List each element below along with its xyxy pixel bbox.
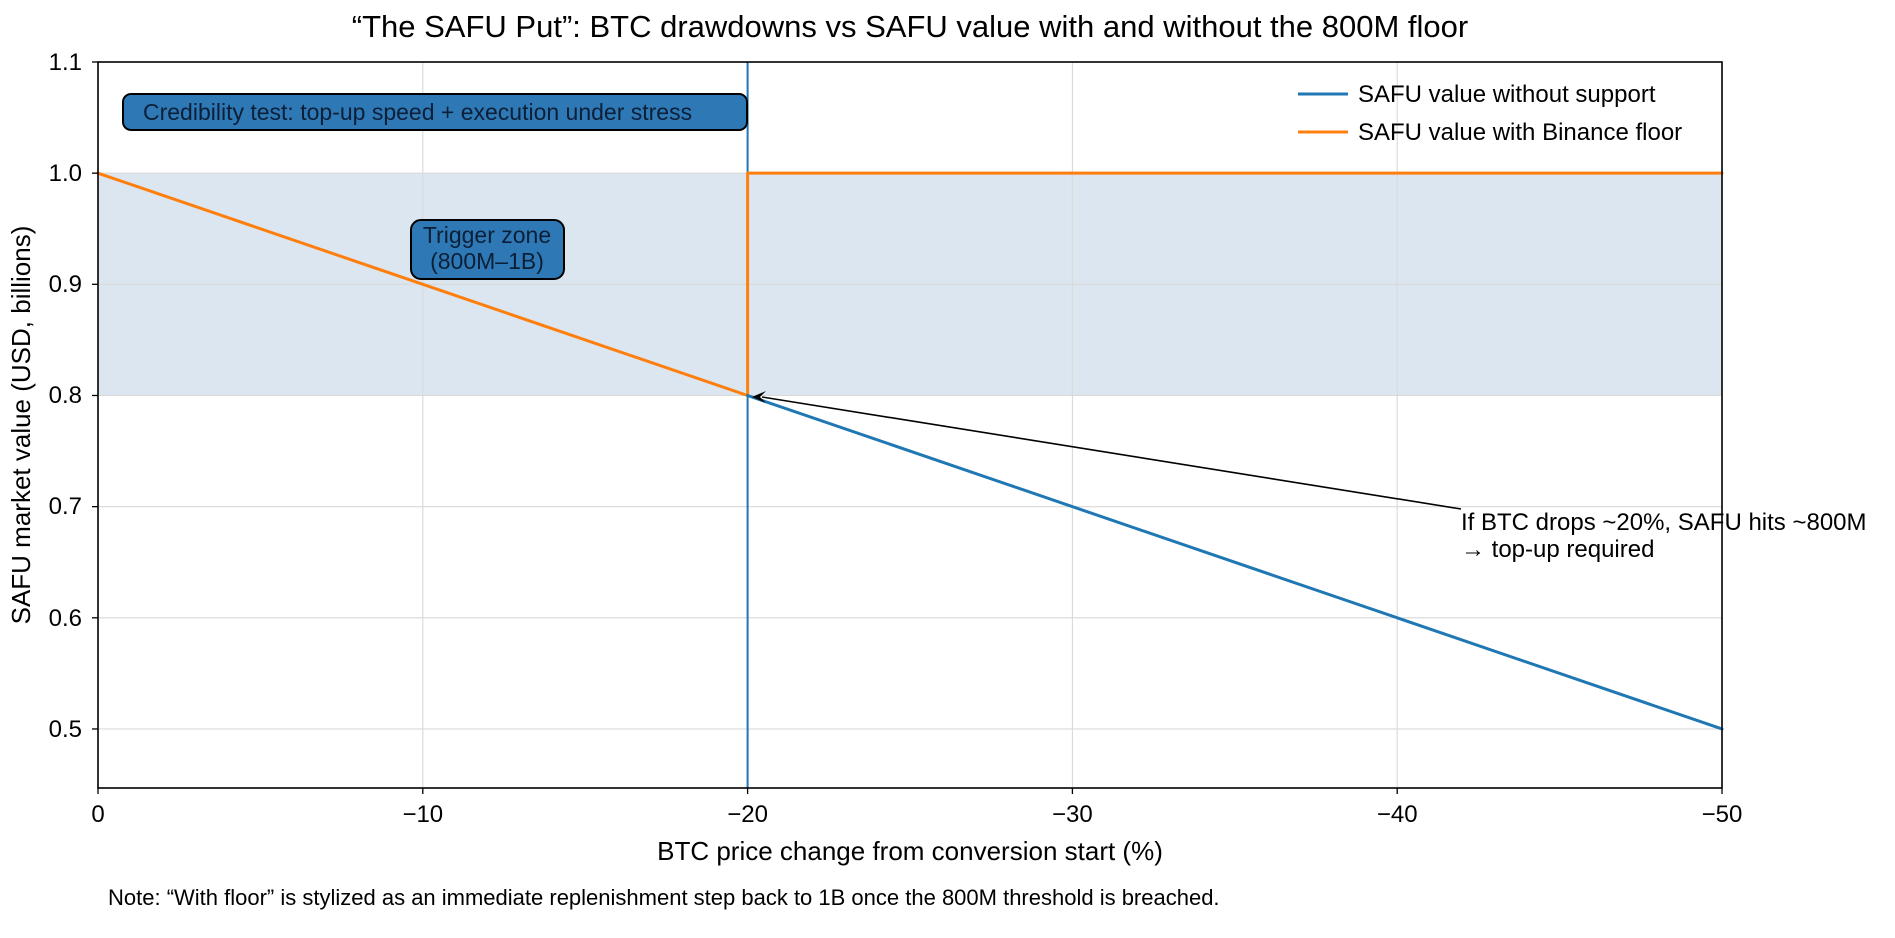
svg-text:−20: −20 [727, 801, 768, 828]
svg-text:SAFU value with Binance floor: SAFU value with Binance floor [1358, 119, 1682, 146]
svg-text:Credibility test: top-up speed: Credibility test: top-up speed + executi… [143, 99, 692, 125]
svg-text:0: 0 [91, 801, 104, 828]
svg-text:0.7: 0.7 [49, 493, 82, 520]
svg-text:SAFU value without support: SAFU value without support [1358, 81, 1656, 108]
svg-text:−40: −40 [1377, 801, 1418, 828]
svg-text:−50: −50 [1702, 801, 1743, 828]
svg-text:1.0: 1.0 [49, 160, 82, 187]
svg-text:BTC price change from conversi: BTC price change from conversion start (… [657, 836, 1163, 866]
svg-text:0.9: 0.9 [49, 271, 82, 298]
svg-text:−30: −30 [1052, 801, 1093, 828]
svg-text:0.5: 0.5 [49, 716, 82, 743]
svg-text:1.1: 1.1 [49, 49, 82, 76]
svg-text:If BTC drops ~20%, SAFU hits ~: If BTC drops ~20%, SAFU hits ~800M [1461, 509, 1867, 536]
svg-text:→ top-up required: → top-up required [1461, 536, 1654, 563]
svg-text:Note: “With floor” is stylized: Note: “With floor” is stylized as an imm… [108, 885, 1220, 910]
svg-text:“The SAFU Put”: BTC drawdowns: “The SAFU Put”: BTC drawdowns vs SAFU va… [352, 9, 1468, 44]
svg-text:(800M–1B): (800M–1B) [430, 248, 544, 274]
svg-text:SAFU market value (USD, billio: SAFU market value (USD, billions) [6, 226, 36, 625]
svg-text:−10: −10 [402, 801, 443, 828]
svg-text:Trigger zone: Trigger zone [423, 222, 551, 248]
svg-text:0.6: 0.6 [49, 605, 82, 632]
svg-text:0.8: 0.8 [49, 382, 82, 409]
